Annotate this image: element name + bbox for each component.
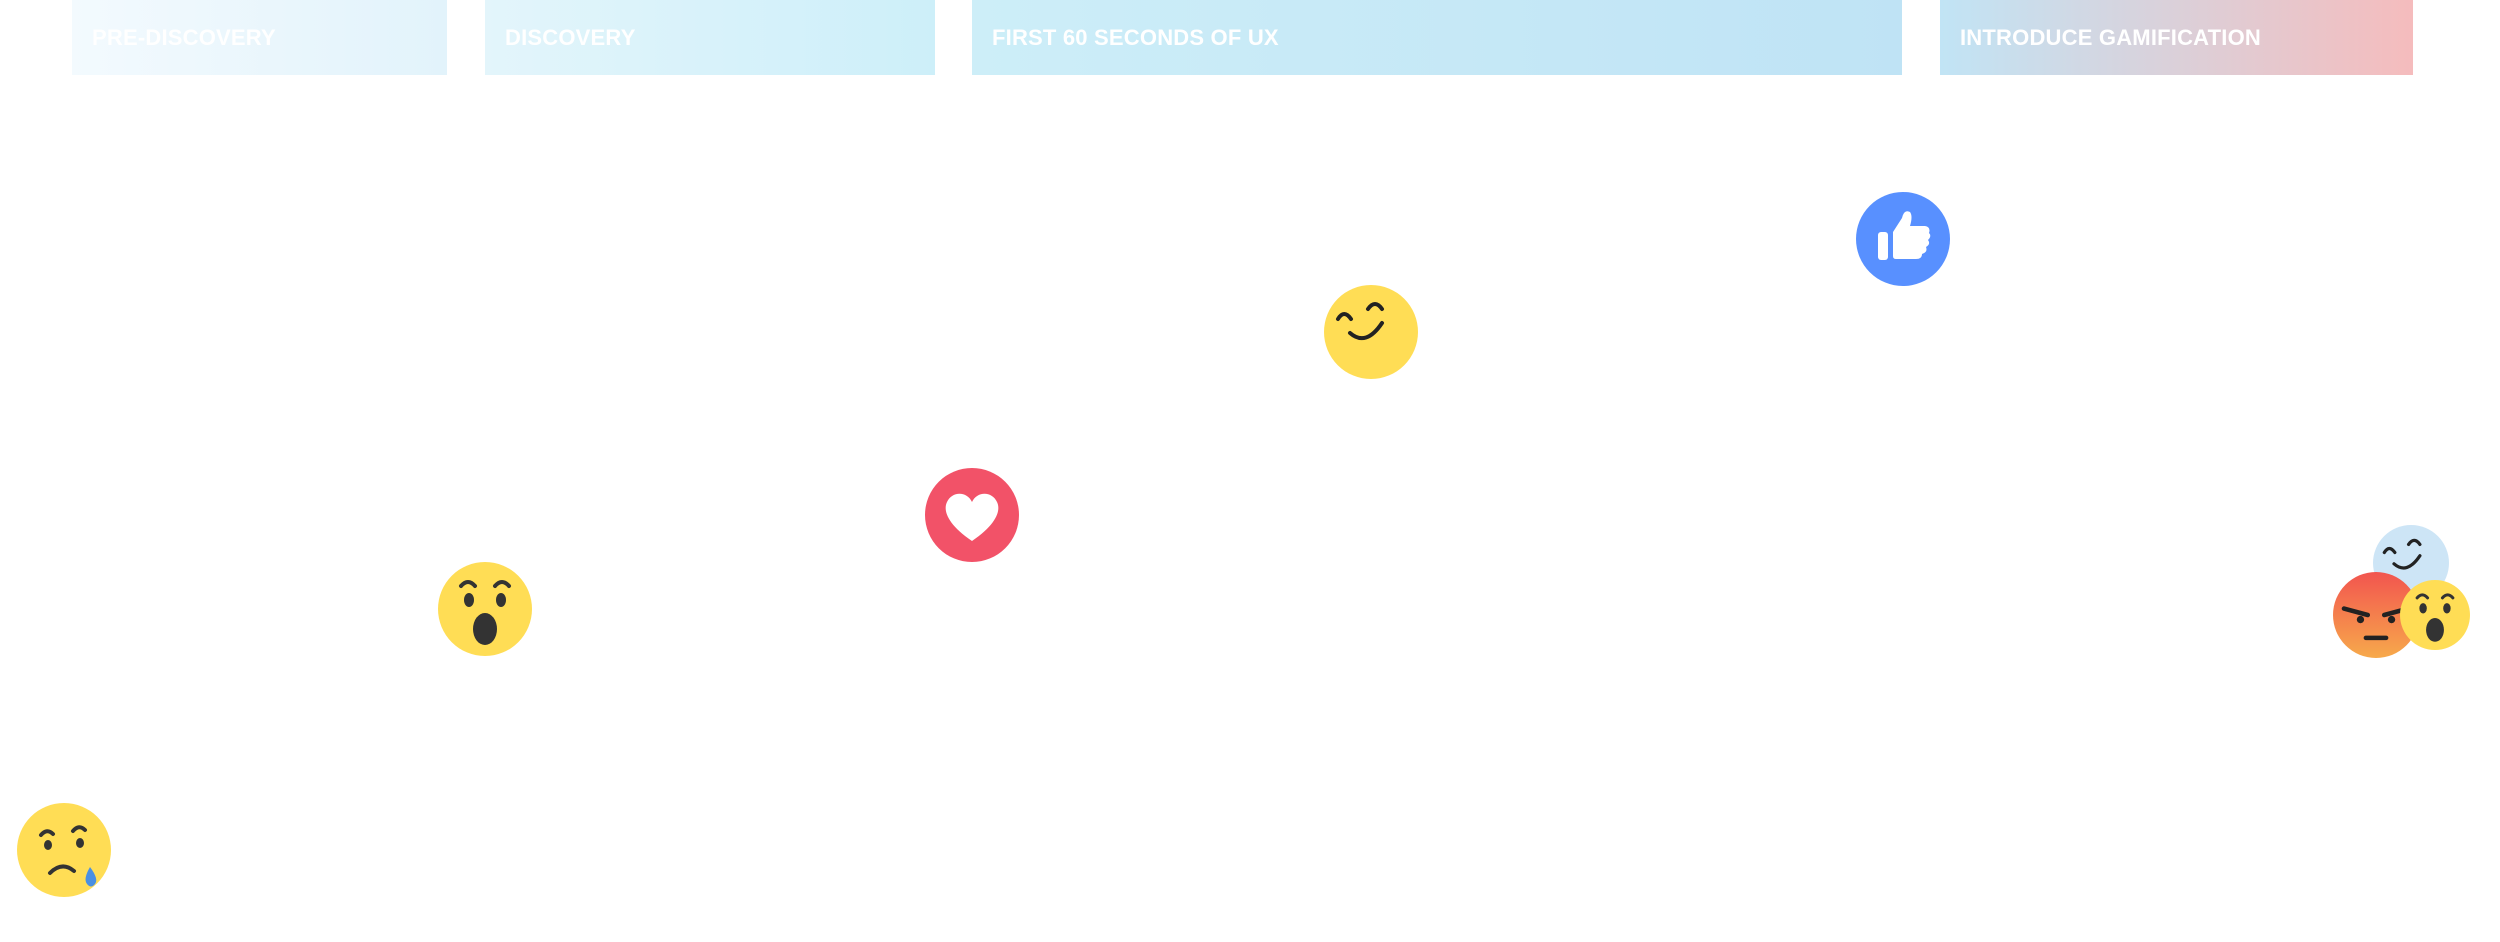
wow-emoji-icon — [2400, 580, 2470, 650]
heart-reaction-icon — [925, 468, 1019, 562]
stage-introduce-gamification: INTRODUCE GAMIFICATION — [1940, 0, 2413, 75]
stage-discovery: DISCOVERY — [485, 0, 935, 75]
wow-emoji-icon — [438, 562, 532, 656]
thumbs-up-reaction-icon — [1856, 192, 1950, 286]
stage-pre-discovery: PRE-DISCOVERY — [72, 0, 447, 75]
stage-first-60-seconds: FIRST 60 SECONDS OF UX — [972, 0, 1902, 75]
smiling-emoji-icon — [1324, 285, 1418, 379]
sad-tear-emoji-icon — [17, 803, 111, 897]
